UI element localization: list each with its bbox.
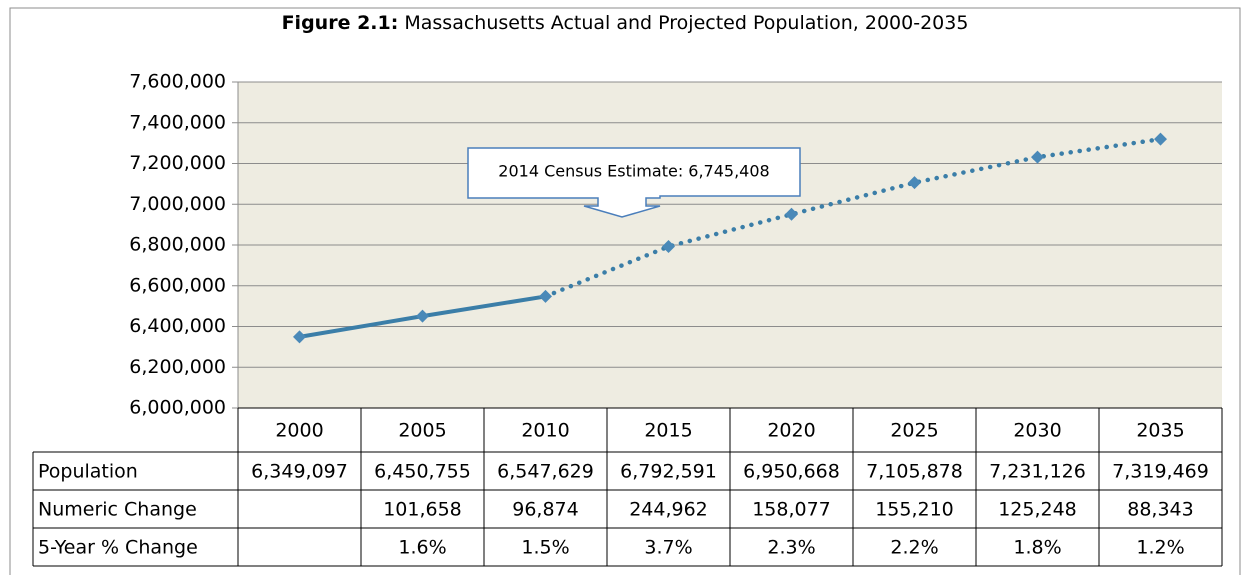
y-tick-label: 7,600,000 [129,71,226,93]
marker [1154,132,1167,146]
table-cell: 6,450,755 [374,461,471,483]
table-cell: 88,343 [1127,499,1193,521]
y-tick-label: 7,400,000 [129,111,226,133]
table-cell: 2.3% [767,537,815,559]
x-tick-label: 2000 [275,420,323,442]
table-cell: 125,248 [998,499,1077,521]
row-label: 5-Year % Change [38,537,198,559]
table-cell: 6,792,591 [620,461,717,483]
y-tick-label: 6,600,000 [129,274,226,296]
table-cell: 6,547,629 [497,461,594,483]
table-cell: 244,962 [629,499,708,521]
annotation: 2014 Census Estimate: 6,745,408 [498,162,769,181]
x-tick-label: 2035 [1136,420,1184,442]
x-tick-label: 2010 [521,420,569,442]
table-cell: 7,105,878 [866,461,963,483]
table-cell: 7,319,469 [1112,461,1209,483]
title-label: Figure 2.1: [282,12,399,34]
table-cell: 155,210 [875,499,954,521]
table-cell: 1.8% [1013,537,1061,559]
marker [908,176,921,190]
table-cell: 101,658 [383,499,462,521]
table-cell: 1.5% [521,537,569,559]
table-cell: 6,349,097 [251,461,348,483]
marker [785,207,798,221]
projected-line [543,136,1163,299]
y-tick-label: 6,000,000 [129,397,226,419]
callout [467,147,801,218]
marker [293,330,306,344]
y-tick-label: 6,400,000 [129,315,226,337]
marker [662,240,675,254]
x-tick-label: 2020 [767,420,815,442]
chart-title: Figure 2.1: Massachusetts Actual and Pro… [282,12,969,34]
x-tick-label: 2025 [890,420,938,442]
table-cell: 158,077 [752,499,831,521]
x-tick-label: 2030 [1013,420,1061,442]
y-tick-label: 6,200,000 [129,356,226,378]
y-tick-label: 7,000,000 [129,193,226,215]
y-tick-label: 6,800,000 [129,234,226,256]
chart-border [9,7,1241,575]
marker [539,289,552,303]
x-tick-label: 2005 [398,420,446,442]
table-cell: 1.2% [1136,537,1184,559]
table-cell: 96,874 [512,499,578,521]
marker [416,309,429,323]
marker [1031,150,1044,164]
table-cell: 7,231,126 [989,461,1086,483]
table-cell: 1.6% [398,537,446,559]
title-text: Massachusetts Actual and Projected Popul… [404,12,968,34]
table-cell: 3.7% [644,537,692,559]
table-cell: 6,950,668 [743,461,840,483]
y-tick-label: 7,200,000 [129,152,226,174]
row-label: Population [38,461,138,483]
x-tick-label: 2015 [644,420,692,442]
row-label: Numeric Change [38,499,197,521]
table-cell: 2.2% [890,537,938,559]
